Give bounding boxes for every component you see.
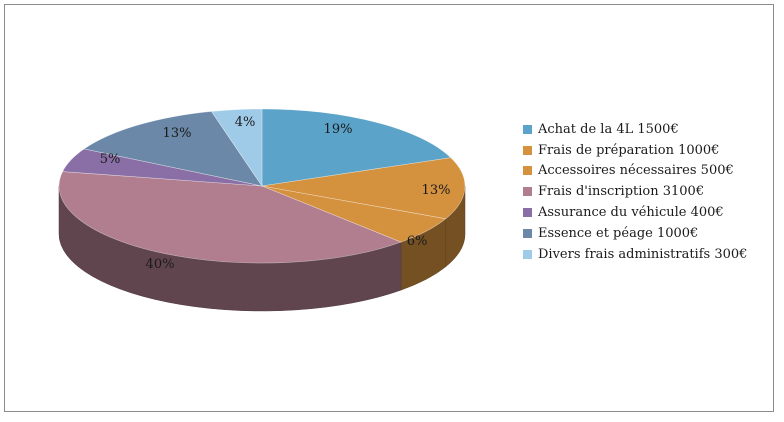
pie-slice-6 bbox=[210, 108, 263, 187]
legend-swatch bbox=[523, 124, 532, 134]
legend-label: Essence et péage 1000€ bbox=[538, 225, 699, 241]
legend-label: Divers frais administratifs 300€ bbox=[538, 246, 748, 262]
legend-swatch bbox=[523, 166, 532, 176]
legend-item-6: Divers frais administratifs 300€ bbox=[523, 244, 773, 265]
legend-label: Achat de la 4L 1500€ bbox=[538, 121, 679, 137]
data-label-4: 5% bbox=[100, 152, 121, 167]
pie-slice-0 bbox=[261, 108, 452, 187]
legend-swatch bbox=[523, 228, 532, 238]
legend-label: Frais d'inscription 3100€ bbox=[538, 184, 705, 200]
data-label-5: 13% bbox=[163, 126, 192, 141]
pie-slice-5 bbox=[83, 111, 263, 187]
legend-swatch bbox=[523, 145, 532, 155]
data-label-2: 6% bbox=[407, 234, 428, 249]
legend-swatch bbox=[523, 249, 532, 259]
legend-item-4: Assurance du véhicule 400€ bbox=[523, 202, 773, 223]
data-label-1: 13% bbox=[422, 183, 451, 198]
data-label-0: 19% bbox=[324, 122, 353, 137]
legend-label: Frais de préparation 1000€ bbox=[538, 142, 720, 158]
legend-item-3: Frais d'inscription 3100€ bbox=[523, 181, 773, 202]
legend-item-1: Frais de préparation 1000€ bbox=[523, 140, 773, 161]
data-label-3: 40% bbox=[146, 257, 175, 272]
data-label-6: 4% bbox=[235, 115, 256, 130]
legend-item-2: Accessoires nécessaires 500€ bbox=[523, 161, 773, 182]
chart-legend: Achat de la 4L 1500€ Frais de préparation… bbox=[523, 119, 773, 265]
pie-slice-1 bbox=[261, 157, 466, 220]
legend-label: Accessoires nécessaires 500€ bbox=[538, 163, 734, 179]
legend-label: Assurance du véhicule 400€ bbox=[538, 205, 724, 221]
legend-swatch bbox=[523, 208, 532, 218]
legend-item-5: Essence et péage 1000€ bbox=[523, 223, 773, 244]
pie-slice-3 bbox=[58, 171, 402, 264]
legend-swatch bbox=[523, 187, 532, 197]
legend-item-0: Achat de la 4L 1500€ bbox=[523, 119, 773, 140]
